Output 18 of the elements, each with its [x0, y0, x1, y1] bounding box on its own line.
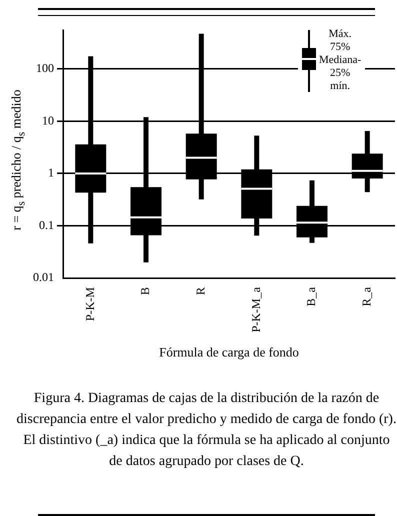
y-tick-label: 1 — [48, 166, 54, 180]
x-tick-label: B_a — [304, 286, 318, 306]
y-tick-label: 0.1 — [39, 218, 54, 232]
annotation: 75% — [328, 41, 352, 54]
x-tick-label: B — [138, 287, 152, 296]
y-tick-label: 0.01 — [33, 270, 54, 284]
y-tick-label: 100 — [36, 61, 54, 76]
x-tick-label: P-K-M — [82, 286, 97, 322]
x-axis-title: Fórmula de carga de fondo — [159, 344, 299, 360]
text: Figura 4. Diagramas de cajas de la distribución de la razón de discrepancia entre el valor predicho y medido de carga de fondo (r). El distintivo (_a) indica que la fórmula se ha aplicado al conjunto de datos agrupado por clases de Q. — [16, 390, 397, 471]
x-tick-label: R — [193, 287, 208, 296]
y-tick-label: 10 — [42, 113, 54, 128]
annotation: 25% — [328, 67, 352, 80]
x-tick-label: P-K-M_a — [248, 286, 263, 332]
x-tick-label: R_a — [359, 286, 374, 306]
annotation: mín. — [329, 80, 352, 93]
annotation: Máx. — [328, 28, 353, 41]
annotation: Mediana- — [319, 54, 362, 67]
